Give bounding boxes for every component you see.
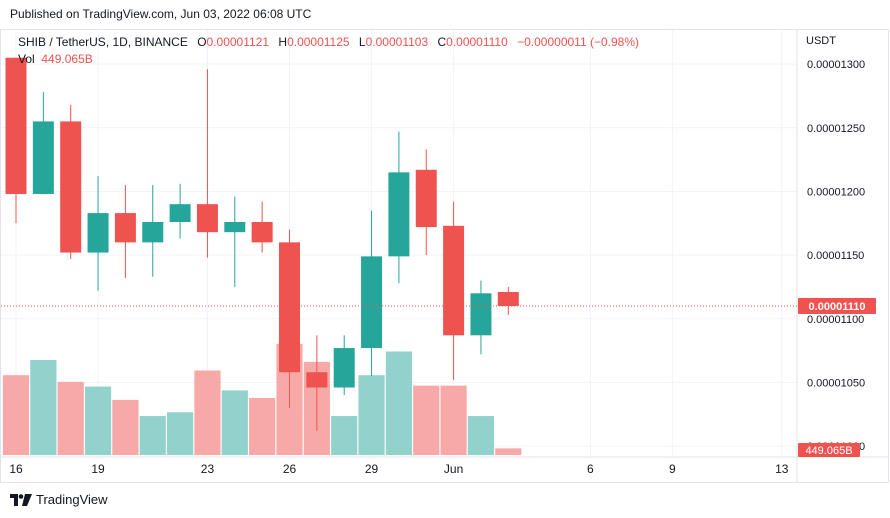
published-text: Published on TradingView.com, Jun 03, 20… — [10, 7, 312, 21]
candle-body[interactable] — [333, 348, 355, 388]
x-tick-label: 16 — [9, 462, 23, 476]
volume-tag-label: 449.065B — [805, 445, 852, 457]
volume-bar — [194, 370, 221, 455]
high-label: H — [278, 35, 288, 49]
volume-bar — [358, 375, 385, 455]
candle-body[interactable] — [470, 293, 492, 336]
candle-body[interactable] — [5, 57, 27, 194]
last-price-tag — [798, 298, 876, 315]
volume-bar — [167, 412, 194, 455]
x-tick-label: Jun — [444, 462, 463, 476]
low-value: 0.00001103 — [365, 35, 429, 49]
high-value: 0.00001125 — [287, 35, 350, 49]
candle-body[interactable] — [497, 292, 519, 307]
candle-body[interactable] — [32, 121, 54, 194]
volume-bar — [440, 385, 467, 455]
volume-bar — [495, 448, 522, 455]
candle-body[interactable] — [142, 221, 164, 243]
volume-bar — [84, 386, 112, 455]
volume-bar — [112, 399, 139, 455]
volume-bar — [385, 351, 412, 455]
volume-bar — [30, 360, 57, 455]
x-tick-label: 13 — [775, 462, 789, 476]
x-tick-label: 29 — [365, 462, 379, 476]
candle-body[interactable] — [306, 372, 328, 388]
candle-body[interactable] — [114, 213, 136, 243]
volume-legend: Vol 449.065B — [18, 52, 93, 66]
chart-frame — [0, 29, 889, 483]
ohlc-legend: SHIB / TetherUS, 1D, BINANCE O0.00001121… — [18, 35, 639, 49]
symbol-label[interactable]: SHIB / TetherUS, 1D, BINANCE — [18, 35, 188, 49]
y-tick-label: 0.00001300 — [807, 59, 865, 71]
volume-bar — [413, 385, 440, 455]
y-tick-label: 0.00001050 — [807, 377, 865, 389]
candle-body[interactable] — [415, 169, 437, 228]
candle-body[interactable] — [361, 256, 383, 349]
low-label: L — [358, 35, 366, 49]
tradingview-logo-icon — [10, 493, 32, 506]
volume-bar — [221, 390, 248, 455]
candle-body[interactable] — [251, 221, 273, 243]
open-label: O — [197, 35, 207, 49]
volume-bar — [331, 416, 358, 455]
x-tick-label: 23 — [201, 462, 215, 476]
close-label: C — [437, 35, 447, 49]
volume-value: 449.065B — [41, 52, 93, 66]
volume-bar — [57, 381, 84, 455]
candle-body[interactable] — [60, 121, 82, 253]
y-tick-label: 0.00001150 — [807, 250, 864, 262]
volume-bar — [2, 375, 30, 455]
open-value: 0.00001121 — [206, 35, 270, 49]
x-tick-label: 26 — [283, 462, 297, 476]
x-tick-label: 19 — [91, 462, 105, 476]
candle-body[interactable] — [279, 242, 300, 373]
y-tick-label: 0.00001100 — [807, 314, 864, 326]
volume-tag — [798, 443, 860, 457]
candle-body[interactable] — [196, 204, 218, 233]
candle-body[interactable] — [169, 204, 191, 222]
change-value: −0.00000011 (−0.98%) — [517, 35, 639, 49]
volume-bar — [467, 416, 495, 455]
candle-body[interactable] — [87, 213, 109, 253]
x-tick-label: 6 — [587, 462, 594, 476]
x-tick-label: 9 — [669, 462, 676, 476]
currency-label[interactable]: USDT — [806, 35, 836, 47]
candle-body[interactable] — [443, 225, 465, 336]
tradingview-brand[interactable]: TradingView — [10, 492, 108, 507]
volume-bar — [139, 416, 166, 455]
y-tick-label: 0.00001250 — [807, 123, 865, 135]
candle-body[interactable] — [388, 172, 410, 257]
close-value: 0.00001110 — [446, 35, 508, 49]
volume-bar — [249, 398, 276, 455]
volume-label[interactable]: Vol — [18, 52, 35, 66]
last-price-label: 0.00001110 — [809, 301, 866, 313]
candle-body[interactable] — [224, 221, 246, 233]
tradingview-label: TradingView — [36, 492, 108, 507]
y-tick-label: 0.00001200 — [807, 186, 865, 198]
